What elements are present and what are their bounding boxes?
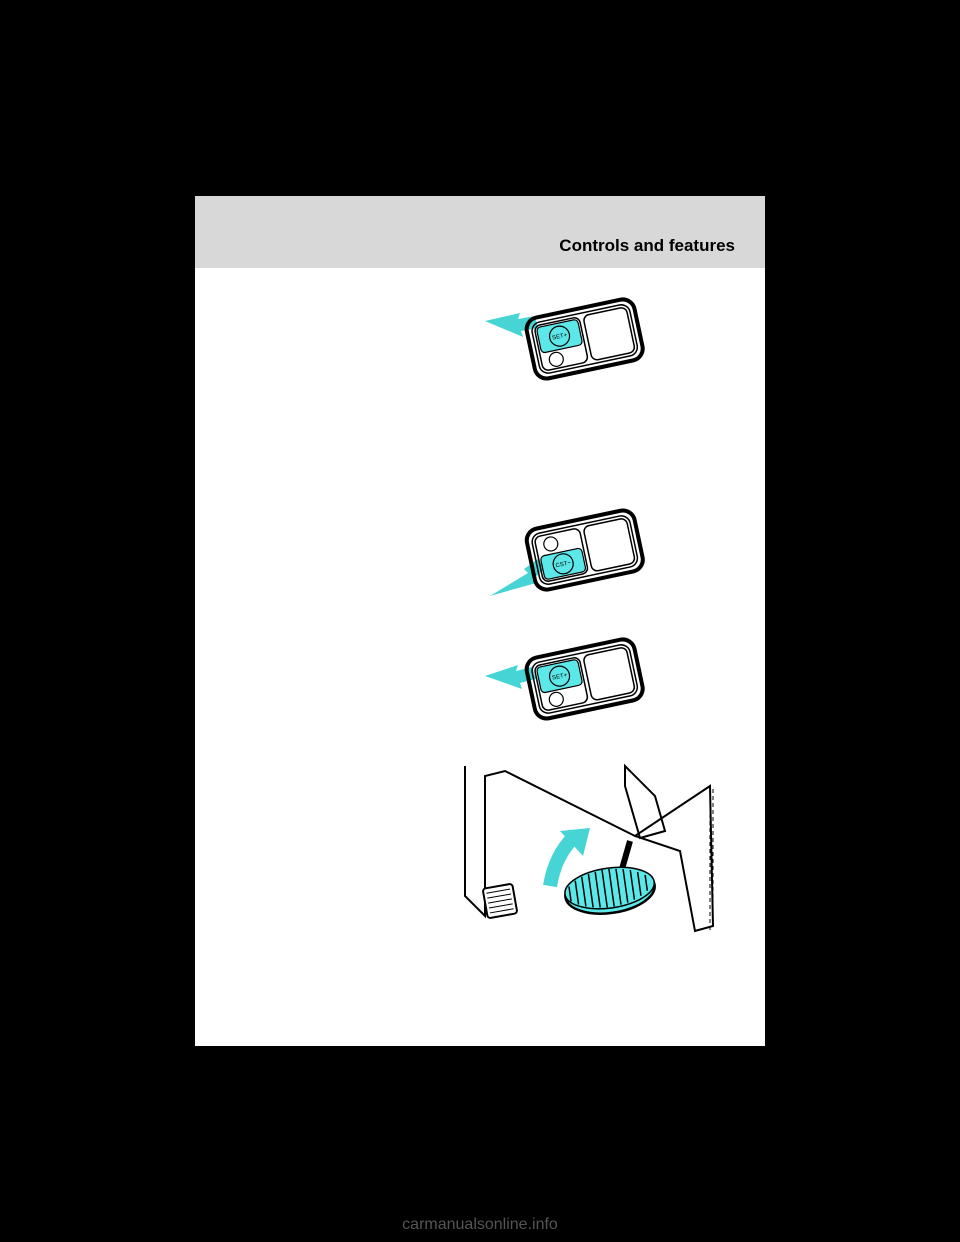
set-plus-panel-illustration-1: SET+ [480,291,660,391]
page-title: Controls and features [559,236,735,256]
cst-minus-panel-illustration: CST− [480,501,660,611]
set-plus-panel-illustration-2: SET+ [480,631,660,731]
watermark-text: carmanualsonline.info [0,1216,960,1234]
arrow-icon [485,313,538,337]
manual-page: Controls and features SET+ [195,196,765,1046]
arrow-icon [490,559,546,596]
brake-pedal-illustration [455,756,735,956]
header-bar: Controls and features [195,196,765,268]
